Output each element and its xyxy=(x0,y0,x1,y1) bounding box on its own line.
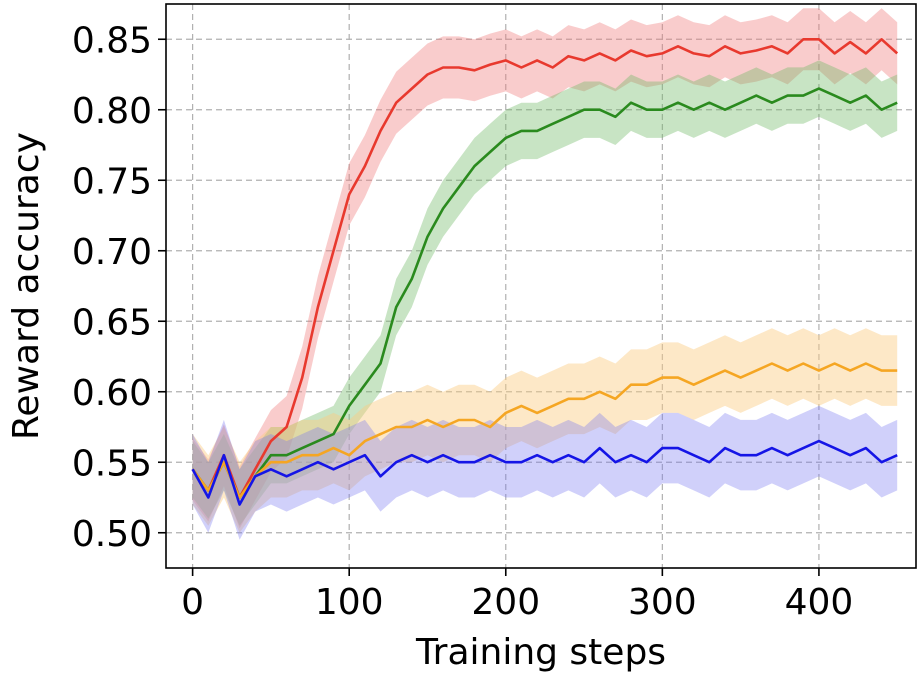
x-axis-ticks: 0 100 200 300 400 xyxy=(181,568,853,623)
series-band-1 xyxy=(192,8,898,529)
series-line-3 xyxy=(191,362,898,499)
series-line-2 xyxy=(191,87,898,499)
y-tick-label: 0.60 xyxy=(72,373,152,414)
grid xyxy=(166,4,916,568)
x-tick-label: 400 xyxy=(785,582,854,623)
x-axis-label: Training steps xyxy=(415,632,666,673)
plot-frame xyxy=(165,3,917,569)
x-tick-label: 100 xyxy=(315,582,384,623)
x-tick-label: 0 xyxy=(181,582,204,623)
y-tick-label: 0.50 xyxy=(72,514,152,555)
x-tick-label: 300 xyxy=(628,582,697,623)
y-tick-label: 0.65 xyxy=(72,302,152,343)
x-tick-label: 200 xyxy=(471,582,540,623)
series-line-1 xyxy=(191,37,899,499)
series-line-4 xyxy=(191,439,898,506)
y-axis-ticks: 0.50 0.55 0.60 0.65 0.70 0.75 0.80 0.85 xyxy=(72,20,166,555)
series-band-2 xyxy=(192,60,898,526)
y-tick-label: 0.75 xyxy=(72,161,152,202)
series-lines xyxy=(191,37,899,506)
y-axis-label: Reward accuracy xyxy=(6,132,47,440)
series-band-3 xyxy=(192,328,898,533)
y-tick-label: 0.70 xyxy=(72,232,152,273)
y-tick-label: 0.85 xyxy=(72,20,152,61)
y-tick-label: 0.55 xyxy=(72,443,152,484)
y-tick-label: 0.80 xyxy=(72,91,152,132)
